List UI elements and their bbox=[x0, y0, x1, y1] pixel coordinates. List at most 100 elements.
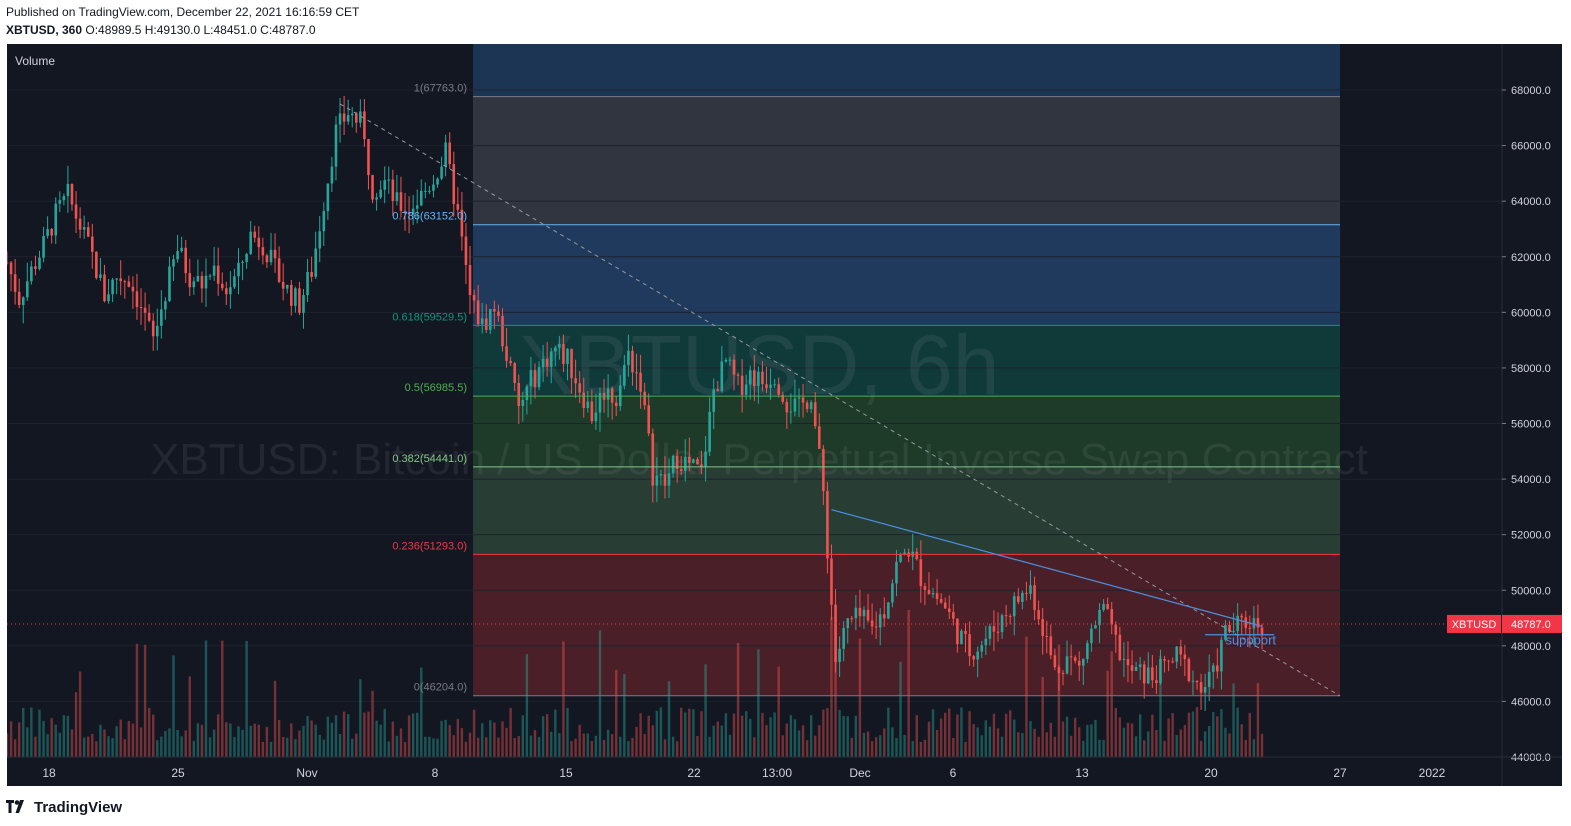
volume-bar bbox=[935, 729, 939, 757]
time-tick-label: 15 bbox=[559, 766, 573, 780]
volume-bar bbox=[229, 723, 232, 757]
price-tick-label: 68000.0 bbox=[1511, 85, 1551, 97]
volume-bar bbox=[1118, 717, 1122, 757]
candle-body bbox=[692, 459, 695, 463]
fib-label: 0.786(63152.0) bbox=[392, 211, 467, 223]
volume-bar bbox=[493, 722, 496, 757]
volume-bar bbox=[862, 732, 866, 757]
volume-bar bbox=[456, 718, 460, 757]
candle-body bbox=[976, 651, 979, 660]
candle-body bbox=[801, 397, 805, 403]
volume-bar bbox=[915, 715, 918, 757]
volume-bar bbox=[387, 741, 390, 757]
candle-body bbox=[927, 589, 931, 595]
candle-body bbox=[21, 297, 25, 306]
volume-bar bbox=[635, 726, 638, 757]
volume-bar bbox=[54, 724, 57, 757]
candle-body bbox=[220, 283, 224, 289]
volume-bar bbox=[298, 730, 301, 757]
volume-bar bbox=[1021, 733, 1024, 757]
volume-bar bbox=[1053, 736, 1057, 757]
volume-bar bbox=[854, 715, 858, 757]
volume-bar bbox=[103, 729, 106, 757]
volume-bar bbox=[1175, 734, 1178, 757]
candle-body bbox=[472, 295, 476, 301]
candle-body bbox=[972, 656, 975, 660]
volume-bar bbox=[1203, 731, 1207, 757]
candle-body bbox=[342, 113, 346, 122]
price-tick-label: 54000.0 bbox=[1511, 474, 1551, 486]
volume-bar bbox=[887, 707, 890, 757]
volume-bar bbox=[375, 720, 378, 757]
volume-bar bbox=[1094, 719, 1097, 757]
volume-bar bbox=[1147, 731, 1150, 757]
volume-bar bbox=[895, 738, 898, 757]
volume-bar bbox=[1183, 725, 1187, 757]
candle-body bbox=[1081, 658, 1085, 666]
volume-bar bbox=[184, 730, 187, 757]
volume-bar bbox=[62, 715, 66, 757]
candle-body bbox=[290, 284, 293, 306]
volume-bar bbox=[99, 724, 102, 757]
volume-bar bbox=[923, 739, 927, 757]
volume-bar bbox=[326, 716, 330, 757]
volume-bar bbox=[517, 736, 520, 757]
candle-body bbox=[196, 276, 200, 282]
candle-body bbox=[667, 473, 671, 486]
time-tick-label: 20 bbox=[1204, 766, 1218, 780]
volume-bar bbox=[322, 739, 325, 757]
candle-body bbox=[525, 386, 529, 401]
candle-body bbox=[229, 287, 232, 295]
volume-bar bbox=[777, 666, 780, 757]
candle-body bbox=[769, 384, 772, 389]
candle-body bbox=[1012, 596, 1016, 617]
volume-bar bbox=[1126, 722, 1130, 757]
candle-body bbox=[696, 459, 699, 465]
candle-body bbox=[509, 360, 512, 364]
volume-bar bbox=[667, 681, 671, 757]
candle-body bbox=[395, 192, 399, 201]
volume-bar bbox=[1069, 735, 1073, 757]
volume-bar bbox=[82, 737, 86, 757]
ohlc-values: O:48989.5 H:49130.0 L:48451.0 C:48787.0 bbox=[85, 23, 316, 37]
candle-body bbox=[95, 251, 98, 279]
candle-body bbox=[375, 197, 378, 200]
volume-bar bbox=[846, 716, 849, 757]
candle-body bbox=[1049, 636, 1053, 656]
volume-bar bbox=[70, 729, 74, 757]
chart-svg[interactable]: XBTUSD, 6h XBTUSD: Bitcoin / US Dollar P… bbox=[5, 44, 1562, 786]
candle-body bbox=[549, 351, 553, 367]
volume-bar bbox=[363, 712, 366, 757]
candle-body bbox=[1094, 625, 1097, 629]
candle-body bbox=[70, 183, 74, 205]
volume-bar bbox=[245, 640, 248, 757]
candle-body bbox=[537, 367, 541, 388]
candle-body bbox=[456, 204, 460, 210]
watermark-line1: XBTUSD, 6h bbox=[519, 318, 1000, 412]
candle-body bbox=[237, 262, 240, 277]
volume-bar bbox=[931, 709, 935, 757]
candle-body bbox=[882, 614, 886, 619]
fib-band bbox=[473, 96, 1340, 225]
fib-band bbox=[473, 396, 1340, 467]
candle-body bbox=[1098, 609, 1101, 626]
chart-area[interactable]: XBTUSD, 6h XBTUSD: Bitcoin / US Dollar P… bbox=[5, 44, 1562, 786]
volume-bar bbox=[464, 741, 468, 757]
published-info: Published on TradingView.com, December 2… bbox=[6, 5, 360, 19]
volume-bar bbox=[135, 643, 139, 757]
volume-bar bbox=[598, 630, 602, 757]
volume-bar bbox=[407, 715, 411, 757]
candle-body bbox=[383, 180, 387, 190]
volume-bar bbox=[773, 712, 776, 757]
candle-body bbox=[1211, 665, 1215, 672]
volume-bar bbox=[379, 724, 382, 757]
price-tick-label: 60000.0 bbox=[1511, 307, 1551, 319]
candle-body bbox=[740, 375, 744, 395]
candle-body bbox=[265, 255, 269, 263]
candle-body bbox=[935, 593, 939, 599]
candle-body bbox=[789, 411, 793, 413]
volume-bar bbox=[858, 638, 862, 757]
candle-body bbox=[1142, 664, 1146, 684]
volume-bar bbox=[809, 715, 813, 757]
candle-body bbox=[233, 276, 236, 288]
